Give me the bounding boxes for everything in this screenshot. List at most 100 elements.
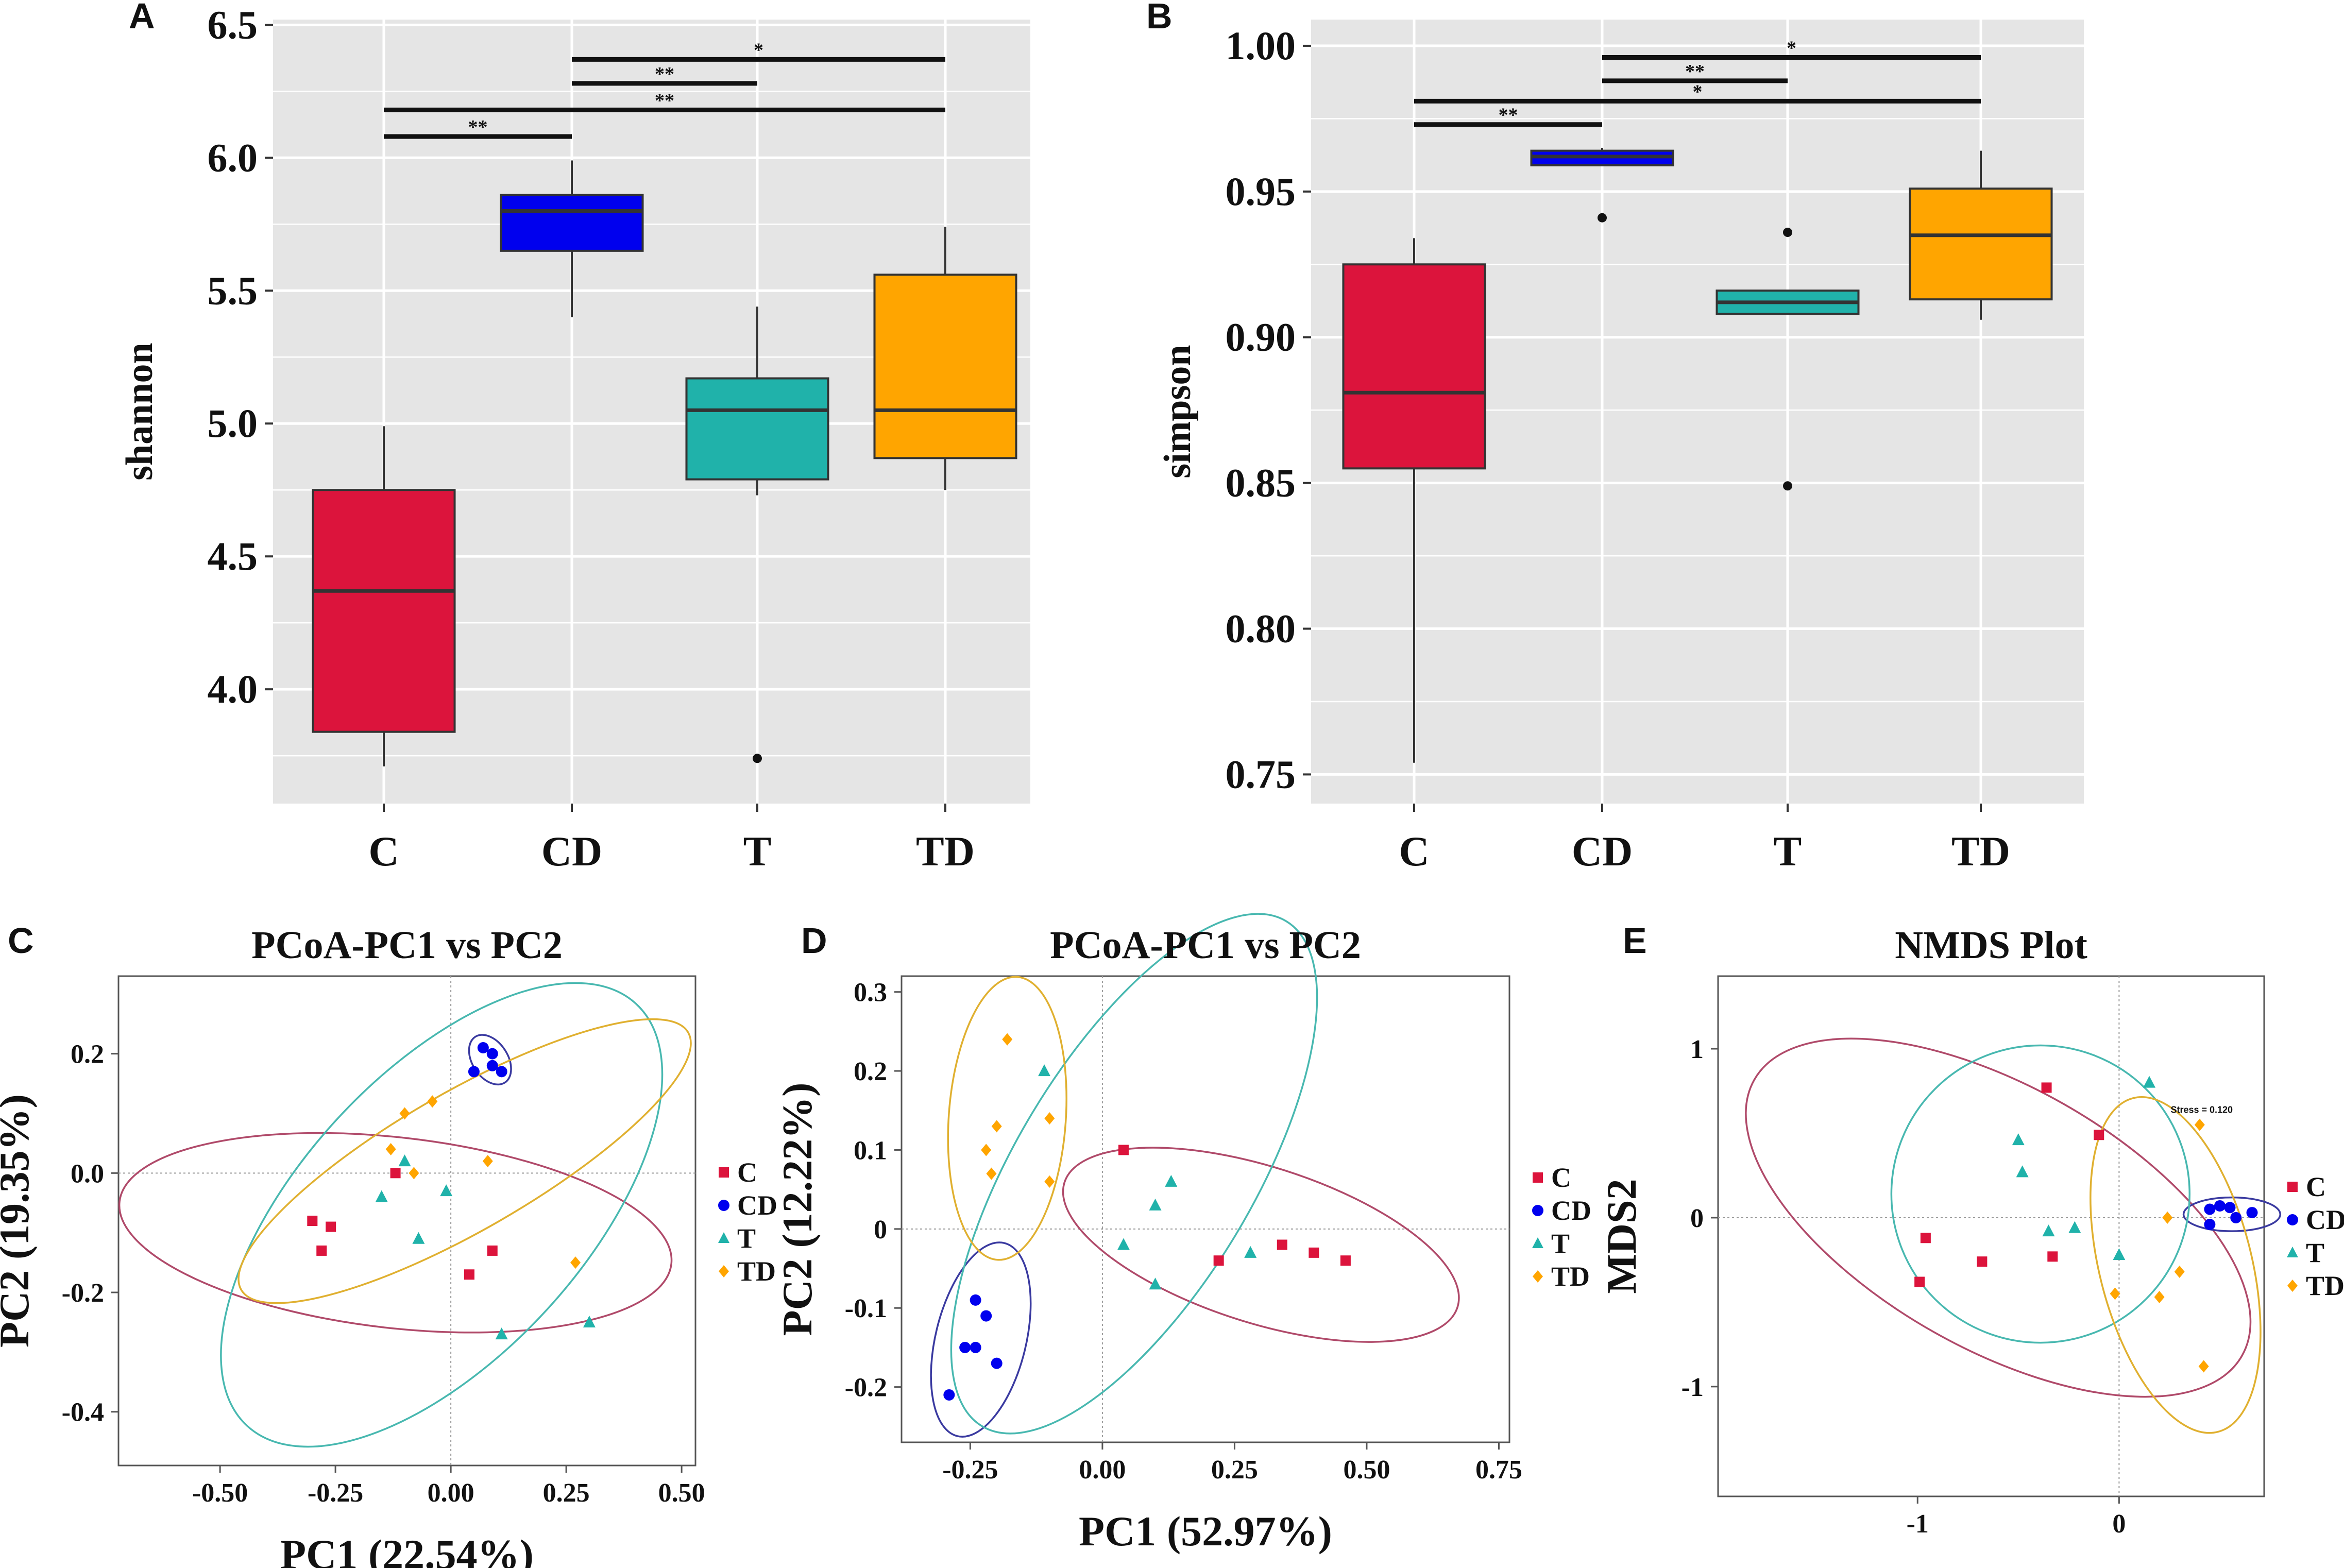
x-tick-label: TD bbox=[916, 828, 975, 875]
box-TD bbox=[1909, 150, 2053, 320]
point-diamond bbox=[2162, 1211, 2173, 1224]
y-axis-label: shannon bbox=[118, 343, 161, 480]
legend-label: T bbox=[1551, 1228, 1570, 1259]
x-tick-label: 0.25 bbox=[543, 1478, 590, 1508]
point-triangle bbox=[2068, 1221, 2081, 1233]
y-axis-label: simpson bbox=[1157, 345, 1199, 478]
x-tick-label: CD bbox=[1572, 828, 1633, 875]
y-tick-label: 0.90 bbox=[1226, 315, 1296, 360]
point-triangle bbox=[1165, 1174, 1178, 1187]
point-circle bbox=[2204, 1203, 2216, 1215]
point-diamond bbox=[2174, 1265, 2185, 1278]
point-square bbox=[2094, 1130, 2104, 1140]
point-diamond bbox=[1002, 1033, 1013, 1046]
outlier-point bbox=[1783, 228, 1792, 237]
x-tick-label: 0.00 bbox=[428, 1478, 474, 1508]
significance-label: ** bbox=[468, 116, 488, 138]
point-diamond bbox=[986, 1167, 997, 1180]
point-circle bbox=[943, 1389, 955, 1401]
confidence-ellipse-T bbox=[950, 913, 1318, 1435]
point-square bbox=[326, 1221, 336, 1232]
legend-marker-T bbox=[2287, 1247, 2298, 1257]
x-tick-label: C bbox=[1399, 828, 1429, 875]
box-C bbox=[1342, 238, 1486, 763]
point-square bbox=[1118, 1145, 1129, 1155]
point-triangle bbox=[1149, 1198, 1162, 1211]
point-triangle bbox=[2016, 1165, 2029, 1178]
stress-annotation: Stress = 0.120 bbox=[2170, 1105, 2233, 1115]
point-circle bbox=[2246, 1207, 2258, 1219]
point-diamond bbox=[981, 1144, 992, 1156]
point-square bbox=[1340, 1255, 1351, 1266]
panel-B: 0.750.800.850.900.951.00C CD T TD******simp… bbox=[1146, 0, 2084, 875]
significance-label: * bbox=[754, 39, 763, 61]
box-T bbox=[685, 306, 829, 763]
point-circle bbox=[2230, 1212, 2242, 1223]
legend-label: CD bbox=[1551, 1195, 1591, 1226]
confidence-ellipse-CD bbox=[2182, 1196, 2282, 1232]
box-CD bbox=[1530, 147, 1674, 223]
outlier-point bbox=[1783, 481, 1792, 491]
box-CD bbox=[500, 160, 644, 317]
significance-label: ** bbox=[655, 90, 674, 111]
point-diamond bbox=[2154, 1291, 2165, 1304]
y-tick-label: 0.2 bbox=[854, 1057, 887, 1086]
legend-marker-TD bbox=[2287, 1280, 2298, 1292]
box-body bbox=[312, 489, 456, 733]
y-tick-label: 4.5 bbox=[208, 534, 258, 578]
point-circle bbox=[970, 1341, 981, 1353]
point-triangle bbox=[440, 1184, 453, 1197]
significance-label: ** bbox=[1685, 61, 1705, 82]
y-tick-label: -0.4 bbox=[62, 1398, 104, 1427]
x-axis-label: PC1 (52.97%) bbox=[1079, 1508, 1332, 1555]
y-tick-label: 0 bbox=[1690, 1204, 1704, 1233]
series-CD bbox=[468, 1042, 507, 1078]
series-C bbox=[307, 1168, 498, 1280]
point-circle bbox=[970, 1294, 981, 1306]
x-tick-label: 0.75 bbox=[1475, 1455, 1522, 1485]
point-diamond bbox=[409, 1167, 419, 1180]
legend-label: CD bbox=[2306, 1204, 2344, 1235]
y-tick-label: 5.0 bbox=[208, 401, 258, 446]
legend-marker-CD bbox=[1532, 1205, 1543, 1216]
legend-marker-T bbox=[718, 1232, 729, 1243]
y-tick-label: -0.2 bbox=[845, 1373, 887, 1403]
point-diamond bbox=[399, 1107, 410, 1120]
point-diamond bbox=[427, 1095, 438, 1108]
y-tick-label: 6.0 bbox=[208, 135, 258, 180]
point-triangle bbox=[495, 1327, 508, 1340]
x-tick-label: -1 bbox=[1907, 1509, 1929, 1539]
x-tick-label: T bbox=[1774, 828, 1802, 875]
point-triangle bbox=[2042, 1224, 2055, 1237]
y-tick-label: -0.2 bbox=[62, 1279, 104, 1308]
outlier-point bbox=[753, 754, 762, 763]
box-body bbox=[500, 194, 644, 252]
y-tick-label: 0.75 bbox=[1226, 752, 1296, 796]
confidence-ellipse-C bbox=[1062, 1147, 1460, 1343]
point-circle bbox=[980, 1310, 992, 1322]
x-tick-label: 0.00 bbox=[1079, 1455, 1126, 1485]
point-circle bbox=[991, 1357, 1003, 1369]
chart-title: PCoA-PC1 vs PC2 bbox=[1050, 924, 1361, 967]
box-body bbox=[1909, 188, 2053, 301]
point-square bbox=[1914, 1276, 1925, 1287]
box-body bbox=[1342, 263, 1486, 470]
point-triangle bbox=[2012, 1133, 2025, 1146]
point-square bbox=[2047, 1251, 2058, 1262]
panel-D: -0.25 0.00 0.25 0.50 0.75 -0.2 -0.1 0 0.1 0.2 0.3 C… bbox=[774, 913, 1591, 1555]
significance-label: ** bbox=[655, 63, 674, 85]
point-square bbox=[464, 1269, 474, 1280]
confidence-ellipse-C bbox=[118, 1132, 673, 1334]
point-square bbox=[316, 1245, 327, 1256]
point-square bbox=[487, 1245, 498, 1256]
y-tick-label: 0.85 bbox=[1226, 461, 1296, 505]
legend-label: T bbox=[2306, 1237, 2324, 1268]
legend-label: C bbox=[2306, 1171, 2326, 1202]
series-C bbox=[1118, 1145, 1351, 1266]
y-axis-label: PC2 (19.35%) bbox=[0, 1094, 38, 1348]
point-diamond bbox=[2110, 1287, 2120, 1300]
point-circle bbox=[496, 1066, 507, 1078]
point-diamond bbox=[570, 1256, 581, 1269]
legend-label: C bbox=[737, 1157, 757, 1188]
